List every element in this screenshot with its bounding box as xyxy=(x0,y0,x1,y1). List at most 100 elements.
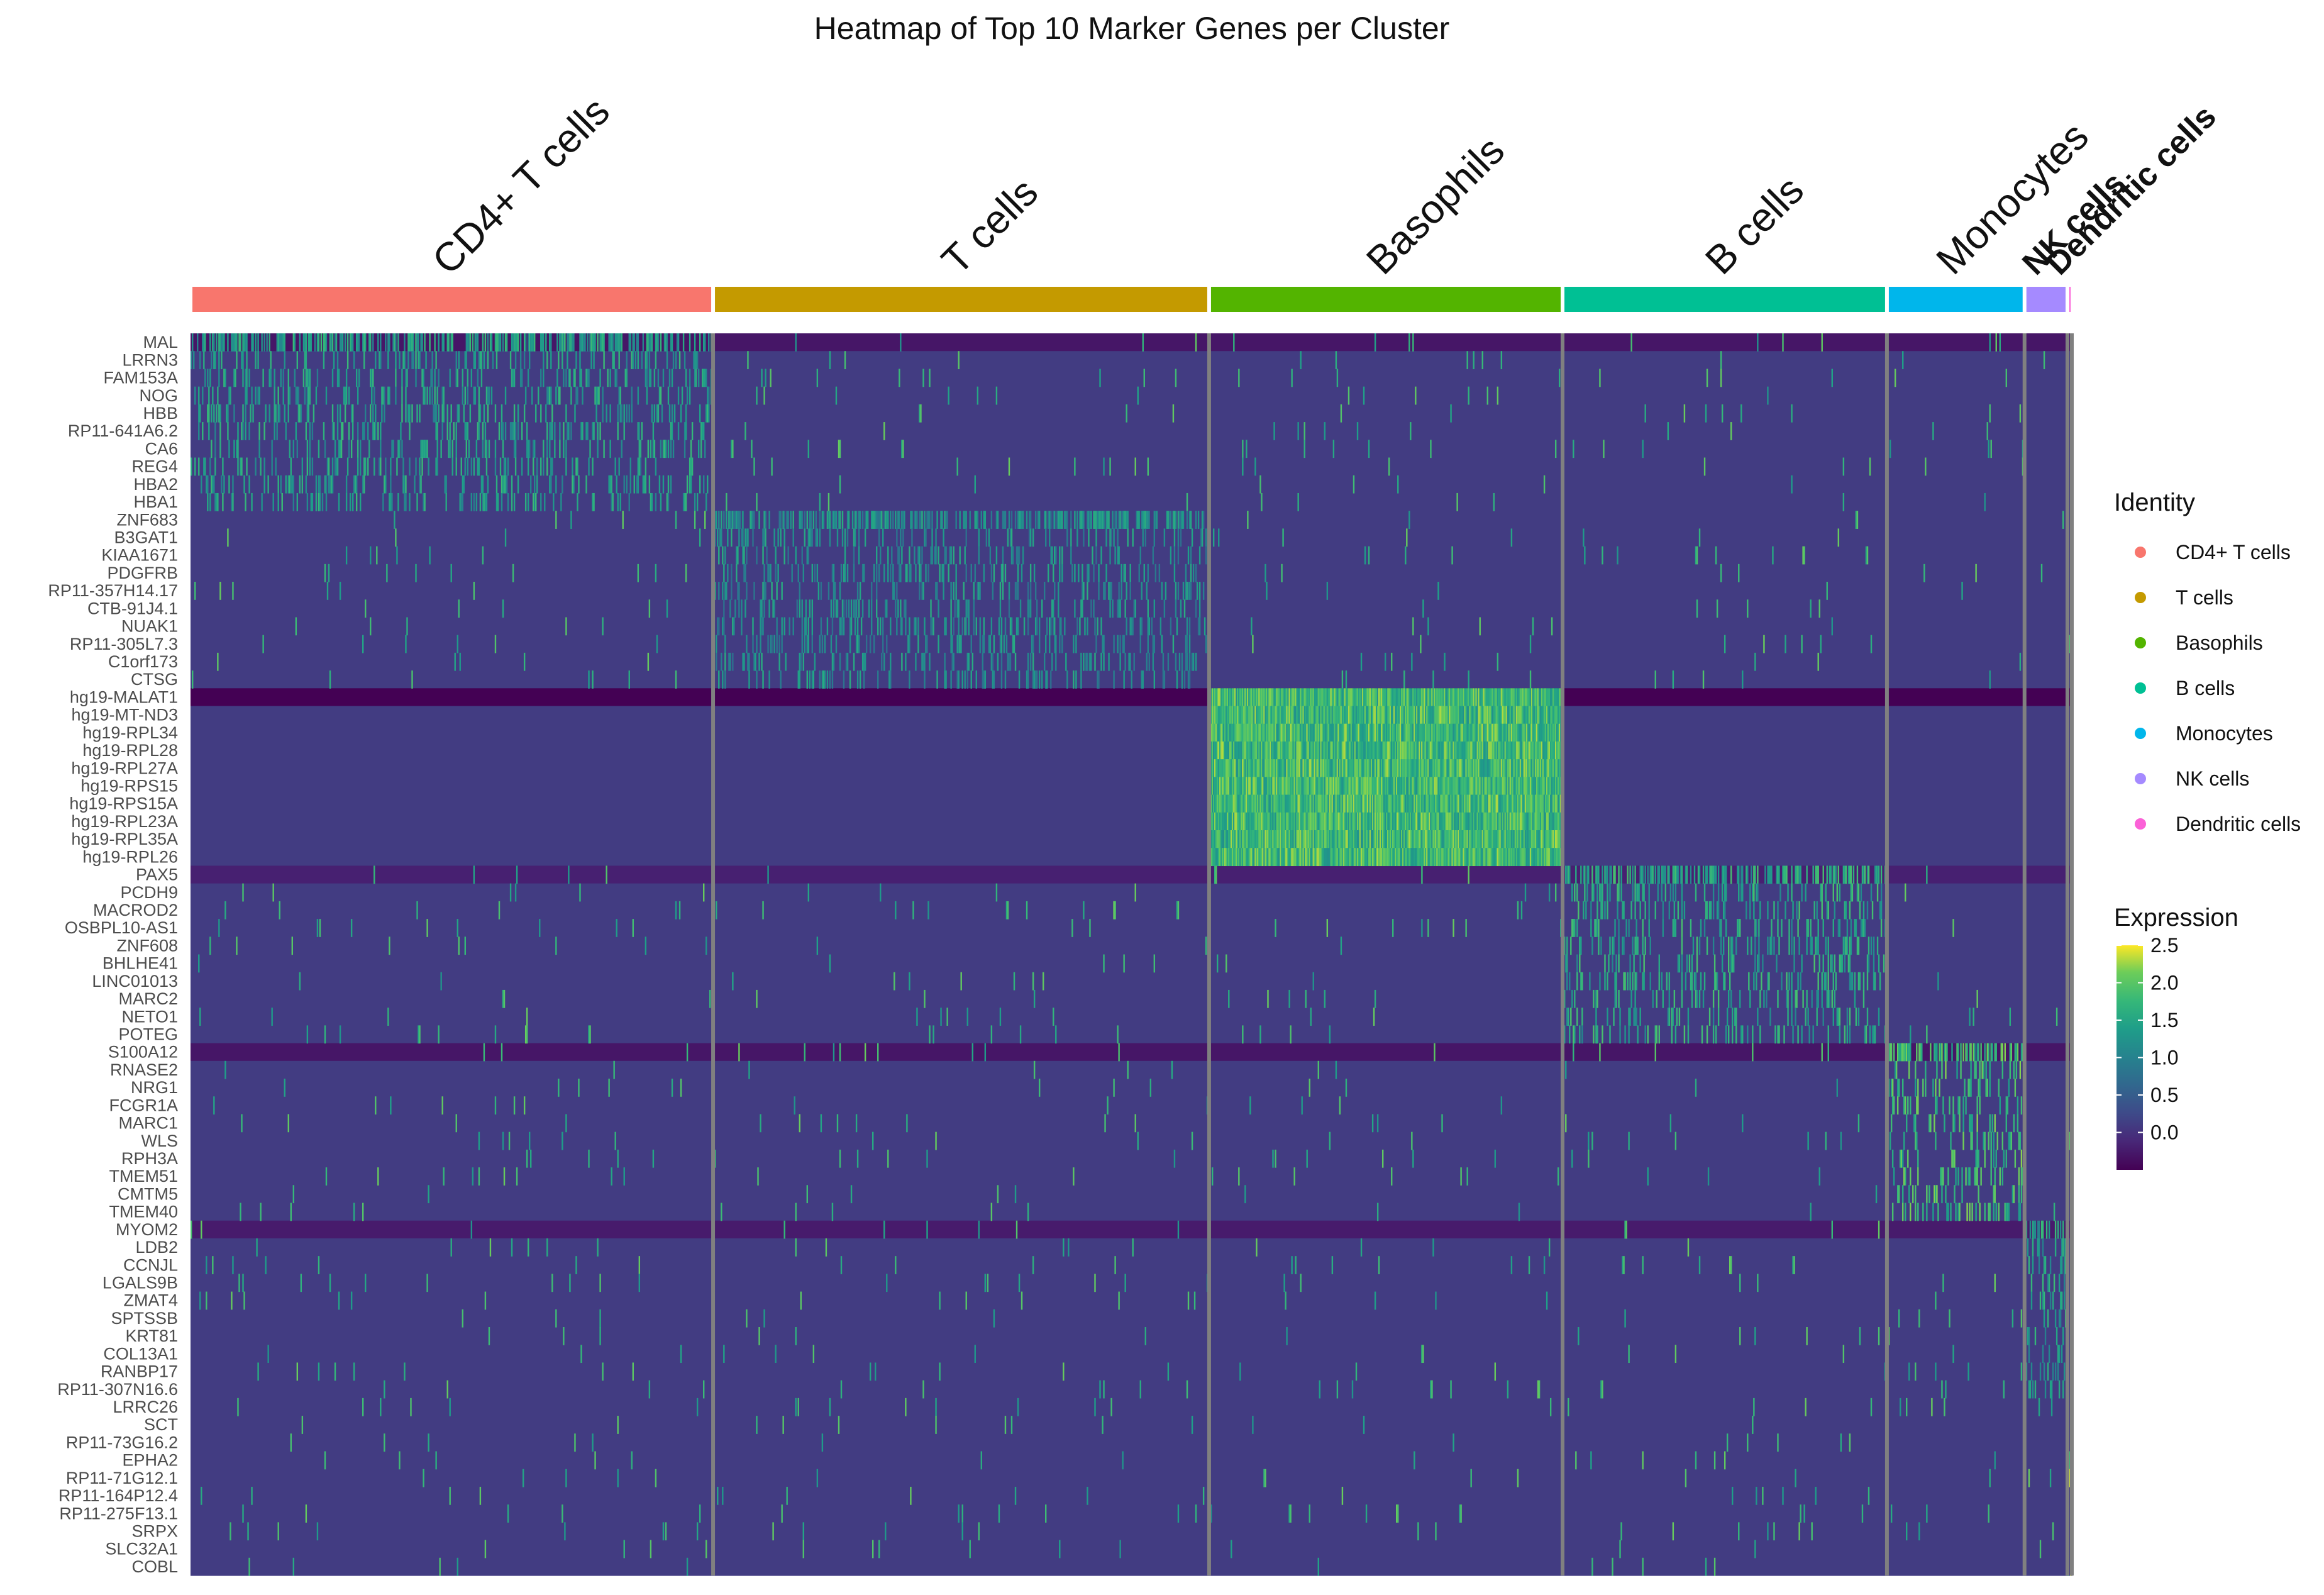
heatmap-cell xyxy=(482,475,484,494)
heatmap-cell xyxy=(1345,830,1347,848)
heatmap-cell xyxy=(1483,777,1485,796)
heatmap-cell xyxy=(1320,830,1322,848)
heatmap-cell xyxy=(1599,369,1601,387)
heatmap-cell xyxy=(666,351,668,370)
heatmap-cell xyxy=(1533,812,1536,831)
heatmap-cell xyxy=(1421,688,1423,707)
heatmap-cell xyxy=(900,617,902,636)
heatmap-cell xyxy=(888,670,890,689)
heatmap-cell xyxy=(1538,688,1541,707)
heatmap-cell xyxy=(1177,546,1180,565)
heatmap-cell xyxy=(1324,706,1326,725)
heatmap-cell xyxy=(1234,830,1236,848)
heatmap-cell xyxy=(1288,688,1290,707)
heatmap-cell xyxy=(1320,812,1322,831)
heatmap-cell xyxy=(1237,794,1239,813)
heatmap-cell xyxy=(287,369,289,387)
heatmap-cell xyxy=(1305,741,1307,760)
heatmap-cell xyxy=(577,386,578,405)
heatmap-cell xyxy=(546,422,548,440)
heatmap-cell xyxy=(621,333,622,352)
heatmap-cell xyxy=(1495,777,1498,796)
heatmap-cell xyxy=(1539,759,1542,777)
heatmap-cell xyxy=(1354,688,1356,707)
heatmap-cell xyxy=(1481,706,1483,725)
heatmap-cell xyxy=(1319,812,1321,831)
heatmap-cell xyxy=(1484,706,1486,725)
heatmap-cell xyxy=(974,564,976,582)
heatmap-cell xyxy=(345,386,348,405)
heatmap-cell xyxy=(1533,741,1536,760)
heatmap-cell xyxy=(1412,812,1414,831)
heatmap-cell xyxy=(1251,812,1253,831)
heatmap-cell xyxy=(304,333,306,352)
heatmap-cell xyxy=(1520,741,1523,760)
heatmap-cell xyxy=(1366,830,1369,848)
heatmap-cell xyxy=(297,404,300,423)
heatmap-cell xyxy=(1503,794,1505,813)
heatmap-cell xyxy=(1490,723,1493,742)
heatmap-cell xyxy=(405,386,407,405)
heatmap-cell xyxy=(1175,369,1177,387)
heatmap-cell xyxy=(1536,688,1538,707)
heatmap-cell xyxy=(1720,564,1722,582)
heatmap-cell xyxy=(1383,706,1385,725)
heatmap-cell xyxy=(1083,528,1085,547)
heatmap-cell xyxy=(349,333,351,352)
heatmap-cell xyxy=(1275,830,1276,848)
heatmap-cell xyxy=(1371,688,1374,707)
heatmap-cell xyxy=(836,528,839,547)
heatmap-cell xyxy=(584,333,586,352)
heatmap-cell xyxy=(742,652,744,671)
heatmap-cell xyxy=(1603,440,1605,458)
heatmap-cell xyxy=(1460,830,1462,848)
heatmap-cell xyxy=(1454,688,1456,707)
heatmap-cell xyxy=(434,404,436,423)
heatmap-cell xyxy=(340,422,343,440)
heatmap-cell xyxy=(783,617,785,636)
heatmap-cell xyxy=(1425,759,1427,777)
heatmap-cell xyxy=(854,511,856,529)
heatmap-cell xyxy=(263,457,265,476)
heatmap-cell xyxy=(1479,617,1481,636)
heatmap-cell xyxy=(482,422,484,440)
heatmap-cell xyxy=(1257,688,1259,707)
heatmap-cell xyxy=(483,404,485,423)
heatmap-cell xyxy=(1424,830,1425,848)
heatmap-cell xyxy=(1530,812,1533,831)
heatmap-cell xyxy=(1381,777,1384,796)
heatmap-cell xyxy=(1494,741,1497,760)
heatmap-cell xyxy=(1319,706,1321,725)
heatmap-cell xyxy=(1499,830,1502,848)
heatmap-cell xyxy=(411,404,413,423)
heatmap-cell xyxy=(1427,830,1429,848)
heatmap-cell xyxy=(257,333,259,352)
heatmap-cell xyxy=(1539,830,1542,848)
heatmap-cell xyxy=(1375,777,1378,796)
heatmap-cell xyxy=(1254,688,1256,707)
heatmap-cell xyxy=(984,511,987,529)
heatmap-cell xyxy=(329,475,331,494)
heatmap-cell xyxy=(1538,777,1541,796)
heatmap-cell xyxy=(1497,706,1499,725)
heatmap-cell xyxy=(274,386,275,405)
heatmap-cell xyxy=(676,333,678,352)
heatmap-cell xyxy=(1028,511,1031,529)
heatmap-cell xyxy=(306,404,309,423)
heatmap-cell xyxy=(1066,528,1068,547)
heatmap-cell xyxy=(1466,812,1468,831)
heatmap-cell xyxy=(1365,777,1368,796)
heatmap-cell xyxy=(699,475,701,494)
heatmap-cell xyxy=(1226,794,1227,813)
heatmap-cell xyxy=(1249,794,1251,813)
heatmap-cell xyxy=(958,617,960,636)
heatmap-cell xyxy=(233,333,235,352)
heatmap-cell xyxy=(1202,511,1205,529)
heatmap-cell xyxy=(1248,812,1250,831)
heatmap-cell xyxy=(890,652,892,671)
heatmap-cell xyxy=(1490,830,1493,848)
heatmap-cell xyxy=(1218,723,1220,742)
heatmap-cell xyxy=(953,617,954,636)
heatmap-cell xyxy=(216,333,218,352)
heatmap-cell xyxy=(1475,812,1477,831)
